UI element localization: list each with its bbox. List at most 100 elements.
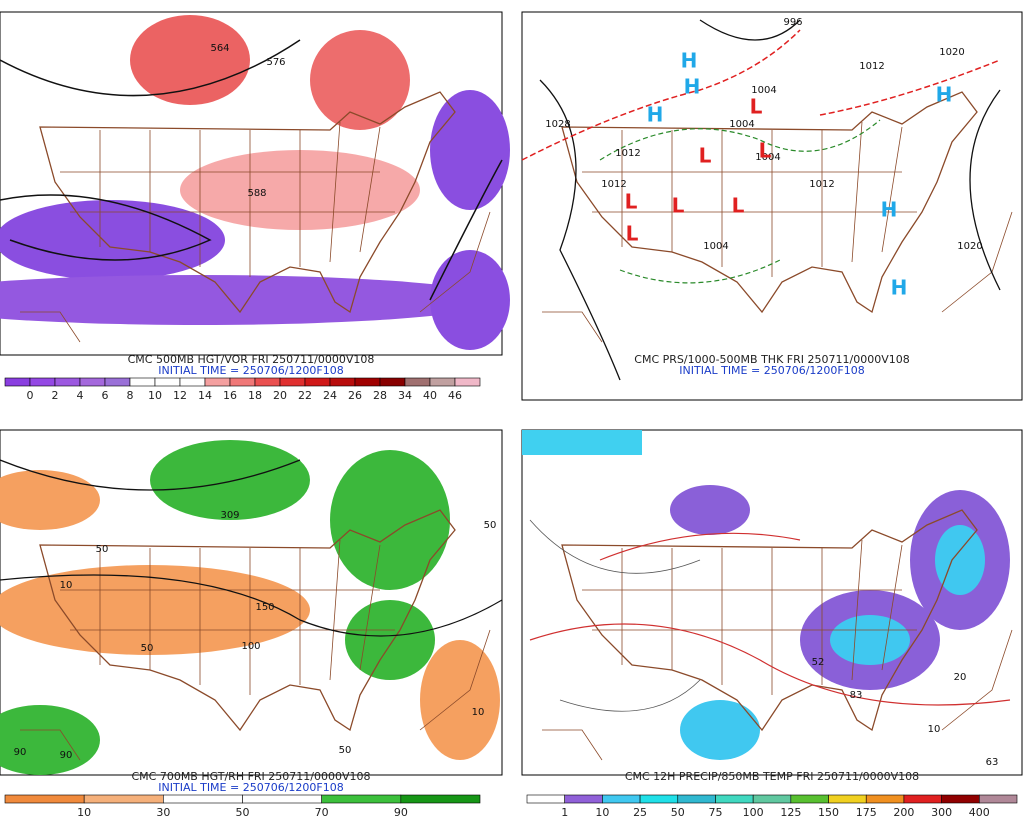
- contour-label: 1028: [545, 119, 570, 130]
- colorbar-label: 12: [173, 389, 187, 402]
- contour-label: 10: [928, 724, 941, 735]
- colorbar-label: 46: [448, 389, 462, 402]
- colorbar-box: [979, 794, 1018, 804]
- map-caption: CMC PRS/1000-500MB THK FRI 250711/0000V1…: [634, 353, 909, 366]
- colorbar-box: [179, 377, 206, 387]
- colorbar-box: [941, 794, 980, 804]
- contour-label: 10: [472, 707, 485, 718]
- colorbar-box: [304, 377, 331, 387]
- colorbar-label: 18: [248, 389, 262, 402]
- contour-label: 63: [986, 757, 999, 768]
- contour-label: 83: [850, 690, 863, 701]
- map-precip: [521, 429, 1023, 776]
- colorbar-label: 50: [236, 806, 250, 819]
- colorbar-box: [903, 794, 942, 804]
- contour-label: 90: [14, 747, 27, 758]
- colorbar-label: 8: [127, 389, 134, 402]
- colorbar-label: 25: [633, 806, 647, 819]
- colorbar-box: [354, 377, 381, 387]
- contour-label: 1020: [939, 47, 964, 58]
- colorbar-label: 50: [671, 806, 685, 819]
- contour-label: 1012: [809, 179, 834, 190]
- colorbar-label: 14: [198, 389, 212, 402]
- contour-label: 20: [954, 672, 967, 683]
- colorbar-box: [29, 377, 56, 387]
- contour-label: 150: [255, 602, 274, 613]
- colorbar-label: 2: [52, 389, 59, 402]
- map-700mb: [0, 429, 503, 776]
- colorbar-label: 75: [708, 806, 722, 819]
- colorbar-box: [83, 794, 164, 804]
- colorbar-label: 22: [298, 389, 312, 402]
- map-caption: CMC 12H PRECIP/850MB TEMP FRI 250711/000…: [625, 770, 919, 783]
- contour-label: 309: [220, 510, 239, 521]
- contour-label: 10: [60, 580, 73, 591]
- colorbar-box: [279, 377, 306, 387]
- low-marker: L: [626, 222, 639, 246]
- low-marker: L: [732, 194, 745, 218]
- contour-label: 90: [60, 750, 73, 761]
- colorbar-box: [865, 794, 905, 804]
- contour-label: 1020: [957, 241, 982, 252]
- colorbar-box: [4, 377, 31, 387]
- colorbar-box: [204, 377, 231, 387]
- low-marker: L: [759, 139, 772, 163]
- high-marker: H: [681, 49, 698, 73]
- map-500mb: [0, 11, 510, 356]
- contour-label: 1012: [615, 148, 640, 159]
- colorbar-label: 175: [856, 806, 877, 819]
- map-caption: CMC 500MB HGT/VOR FRI 250711/0000V108: [128, 353, 375, 366]
- annotations: CMC 500MB HGT/VOR FRI 250711/0000V108INI…: [4, 17, 1018, 819]
- contour-label: 100: [241, 641, 260, 652]
- contour-label: 52: [812, 657, 825, 668]
- colorbar-box: [564, 794, 603, 804]
- contour-label: 576: [266, 57, 285, 68]
- colorbar-label: 24: [323, 389, 337, 402]
- colorbar-box: [254, 377, 281, 387]
- contour-label: 1004: [751, 85, 776, 96]
- contour-label: 1012: [601, 179, 626, 190]
- colorbar-box: [163, 794, 243, 804]
- contour-label: 564: [210, 43, 229, 54]
- colorbar-label: 90: [394, 806, 408, 819]
- colorbar-label: 6: [102, 389, 109, 402]
- colorbar-box: [602, 794, 641, 804]
- contour-label: 50: [484, 520, 497, 531]
- colorbar-box: [404, 377, 431, 387]
- colorbar-box: [4, 794, 85, 804]
- colorbar-box: [526, 794, 565, 804]
- colorbar-box: [229, 377, 256, 387]
- colorbar-box: [677, 794, 716, 804]
- low-marker: L: [672, 194, 685, 218]
- colorbar-label: 16: [223, 389, 237, 402]
- colorbar-box: [790, 794, 829, 804]
- colorbar-label: 150: [818, 806, 839, 819]
- colorbar-box: [828, 794, 867, 804]
- colorbar-label: 26: [348, 389, 362, 402]
- colorbar-box: [129, 377, 156, 387]
- colorbar-label: 34: [398, 389, 412, 402]
- colorbar-box: [379, 377, 406, 387]
- high-marker: H: [684, 75, 701, 99]
- colorbar-label: 4: [77, 389, 84, 402]
- colorbar-box: [454, 377, 481, 387]
- colorbar-label: 10: [77, 806, 91, 819]
- colorbar-box: [752, 794, 792, 804]
- contour-label: 1004: [703, 241, 728, 252]
- colorbar-box: [79, 377, 106, 387]
- colorbar-box: [715, 794, 754, 804]
- contour-label: 1012: [859, 61, 884, 72]
- colorbar-label: 125: [780, 806, 801, 819]
- contour-label: 50: [96, 544, 109, 555]
- map-caption: CMC 700MB HGT/RH FRI 250711/0000V108: [131, 770, 370, 783]
- colorbar-box: [639, 794, 679, 804]
- colorbar-box: [104, 377, 131, 387]
- high-marker: H: [936, 83, 953, 107]
- contour-label: 50: [141, 643, 154, 654]
- colorbar-label: 300: [931, 806, 952, 819]
- colorbar-box: [242, 794, 322, 804]
- colorbar-label: 0: [27, 389, 34, 402]
- low-marker: L: [699, 144, 712, 168]
- low-marker: L: [750, 95, 763, 119]
- colorbar-box: [400, 794, 481, 804]
